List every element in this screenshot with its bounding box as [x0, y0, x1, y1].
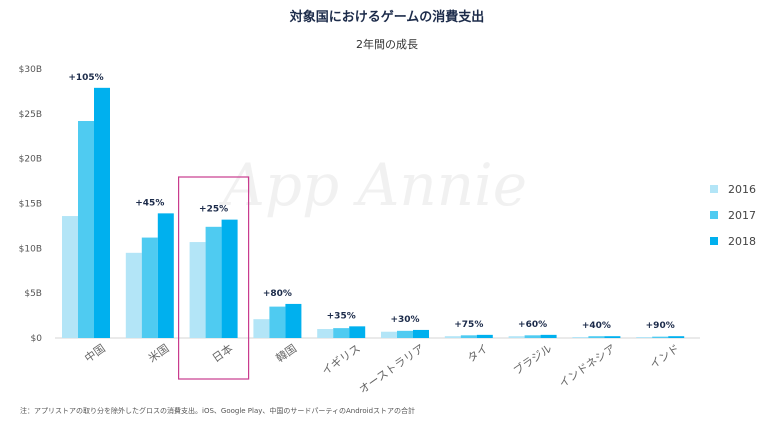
legend-label: 2017 [728, 209, 756, 222]
category-label: 韓国 [274, 342, 299, 365]
category-label: オーストラリア [357, 342, 427, 397]
y-tick-label: $10B [19, 244, 42, 254]
category-label: ブラジル [510, 341, 554, 378]
bar-2018 [604, 336, 621, 338]
legend-swatch-2016 [710, 185, 718, 193]
highlight-box [178, 176, 250, 380]
bar-2017 [78, 121, 94, 338]
y-tick-label: $25B [19, 110, 42, 120]
bar-2017 [588, 336, 605, 338]
y-tick-label: $15B [19, 200, 42, 210]
growth-label: +25% [199, 205, 228, 215]
bar-2017 [460, 335, 477, 338]
growth-label: +60% [518, 320, 547, 330]
bar-2018 [668, 336, 685, 338]
growth-label: +75% [454, 320, 483, 330]
bar-2018 [94, 87, 110, 338]
bar-2016 [253, 319, 270, 338]
watermark: App Annie [218, 151, 527, 219]
growth-label: +80% [263, 289, 292, 299]
bar-2018 [285, 303, 302, 338]
category-label: 日本 [209, 341, 235, 365]
bar-2018 [349, 326, 366, 338]
bar-2016 [572, 337, 589, 338]
bar-2018 [540, 334, 557, 338]
bar-2016 [636, 337, 653, 338]
bar-2018 [476, 334, 493, 338]
y-tick-label: $5B [24, 289, 42, 299]
bar-2016 [125, 252, 142, 338]
legend-swatch-2017 [710, 211, 718, 219]
bar-2018 [157, 213, 174, 338]
category-label: インドネシア [557, 342, 619, 391]
growth-label: +105% [68, 73, 103, 83]
growth-label: +40% [582, 321, 611, 331]
bar-2017 [205, 226, 222, 338]
bar-2018 [413, 329, 429, 338]
legend: 2016 2017 2018 [710, 183, 756, 248]
growth-labels: +105% +45% +25% +80% +35% +30% +75% +60% +40% +90… [68, 73, 674, 331]
legend-label: 2016 [728, 183, 756, 196]
footnote: 注：アプリストアの取り分を除外したグロスの消費支出。iOS、Google Pla… [20, 407, 416, 415]
bar-2017 [397, 330, 413, 338]
y-tick-label: $30B [19, 65, 42, 75]
bar-2016 [508, 336, 525, 338]
chart-subtitle: 2年間の成長 [356, 38, 418, 51]
category-label: 中国 [82, 342, 107, 365]
category-label: 米国 [146, 342, 171, 365]
bar-2017 [652, 336, 669, 338]
legend-swatch-2018 [710, 237, 718, 245]
chart-title: 対象国におけるゲームの消費支出 [289, 10, 485, 25]
bar-2018 [221, 219, 238, 338]
growth-label: +45% [135, 198, 164, 208]
bar-2017 [333, 328, 350, 338]
bar-2016 [189, 242, 206, 338]
y-tick-label: $20B [19, 155, 42, 165]
category-label: イギリス [319, 342, 362, 378]
bar-2016 [444, 336, 461, 338]
y-tick-label: $0 [31, 334, 43, 344]
bar-2016 [317, 329, 334, 338]
bar-2017 [524, 335, 541, 338]
category-label: インド [647, 342, 681, 372]
growth-label: +90% [646, 321, 675, 331]
legend-label: 2018 [728, 235, 756, 248]
bar-2016 [381, 331, 397, 338]
growth-label: +30% [390, 315, 419, 325]
category-label: タイ [465, 342, 490, 365]
bar-2017 [269, 306, 286, 338]
bars-group [62, 87, 685, 380]
bar-2017 [141, 237, 158, 338]
growth-label: +35% [327, 311, 356, 321]
bar-2016 [62, 216, 78, 338]
